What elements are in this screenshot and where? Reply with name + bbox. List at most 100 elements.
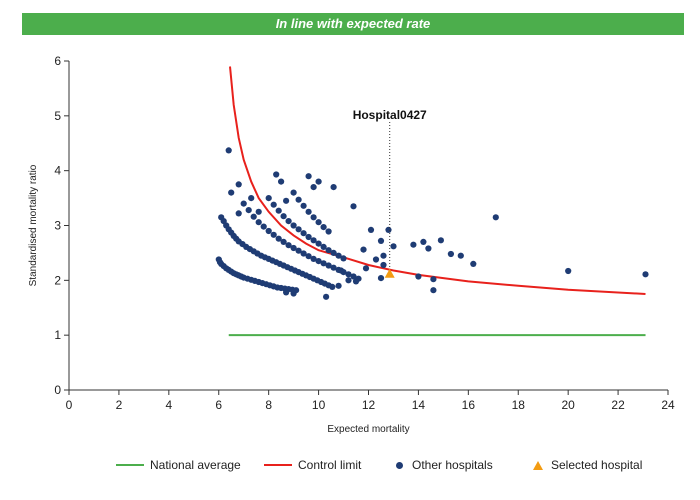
other-hospital-point xyxy=(235,181,242,188)
other-hospital-point xyxy=(305,173,312,180)
other-hospital-point xyxy=(300,230,307,237)
other-hospital-point xyxy=(305,233,312,241)
other-hospital-point xyxy=(295,196,302,203)
other-hospital-point xyxy=(285,218,292,225)
selected-hospital-swatch xyxy=(533,460,543,470)
other-hospital-point xyxy=(335,252,342,259)
other-hospital-point xyxy=(320,260,327,267)
other-hospital-point xyxy=(273,171,280,178)
other-hospital-point xyxy=(290,290,297,297)
other-hospitals-swatch xyxy=(396,461,403,469)
other-hospital-point xyxy=(337,267,345,274)
other-hospital-point xyxy=(283,289,290,296)
other-hospital-point xyxy=(310,237,317,244)
x-tick-label: 14 xyxy=(412,398,426,412)
other-hospital-point xyxy=(290,222,297,229)
other-hospital-point xyxy=(320,243,327,250)
other-hospital-point xyxy=(410,241,417,248)
annotation-group: Hospital0427 xyxy=(353,108,427,268)
other-hospital-point xyxy=(362,265,370,272)
y-tick-label: 5 xyxy=(54,109,61,123)
other-hospital-point xyxy=(250,213,257,220)
other-hospital-point xyxy=(255,208,262,215)
other-hospital-point xyxy=(260,223,267,230)
legend-item-other-hospitals[interactable]: Other hospitals xyxy=(392,458,493,472)
x-tick-label: 2 xyxy=(116,398,123,412)
other-hospital-point xyxy=(248,195,255,202)
x-tick-label: 18 xyxy=(512,398,526,412)
legend-item-control-limit[interactable]: Control limit xyxy=(264,458,361,472)
other-hospital-point xyxy=(270,231,277,238)
x-axis-title: Expected mortality xyxy=(327,424,409,435)
other-hospital-point xyxy=(275,207,282,214)
other-hospital-point xyxy=(305,208,312,215)
other-hospital-point xyxy=(315,219,322,226)
other-hospital-point xyxy=(310,214,317,221)
y-tick-label: 2 xyxy=(54,273,61,287)
legend-item-national-average[interactable]: National average xyxy=(116,458,241,472)
other-hospital-point xyxy=(330,184,337,191)
other-hospital-point xyxy=(335,282,342,289)
other-hospital-point xyxy=(360,246,367,253)
other-hospital-point xyxy=(310,184,317,191)
legend-item-selected-hospital[interactable]: Selected hospital xyxy=(530,458,642,472)
other-hospital-point xyxy=(255,219,262,226)
other-hospitals-series xyxy=(215,147,649,300)
other-hospital-point xyxy=(390,243,397,250)
legend-label-other-hospitals: Other hospitals xyxy=(412,458,493,472)
other-hospital-point xyxy=(377,237,385,244)
other-hospital-point xyxy=(245,207,252,214)
x-tick-label: 12 xyxy=(362,398,376,412)
x-tick-label: 16 xyxy=(462,398,476,412)
other-hospital-point xyxy=(323,293,330,300)
other-hospital-point xyxy=(492,214,499,221)
other-hospital-point xyxy=(270,201,277,208)
other-hospital-point xyxy=(642,271,649,278)
y-tick-label: 3 xyxy=(54,219,61,233)
x-tick-label: 10 xyxy=(312,398,326,412)
other-hospital-point xyxy=(265,227,272,235)
other-hospital-point xyxy=(325,228,332,235)
y-tick-label: 6 xyxy=(54,54,61,68)
other-hospital-point xyxy=(367,226,375,233)
other-hospital-point xyxy=(285,242,292,249)
x-tick-label: 6 xyxy=(215,398,222,412)
other-hospital-point xyxy=(372,256,380,263)
y-axis-title: Standardised mortality ratio xyxy=(28,164,39,286)
other-hospital-point xyxy=(470,260,477,267)
other-hospital-point xyxy=(278,178,285,185)
legend: National average Control limit Other hos… xyxy=(0,458,700,480)
other-hospital-point xyxy=(565,267,572,275)
other-hospital-point xyxy=(380,252,387,259)
other-hospital-point xyxy=(225,147,232,154)
other-hospital-point xyxy=(385,226,392,233)
legend-label-control-limit: Control limit xyxy=(298,458,362,472)
legend-label-national-average: National average xyxy=(150,458,241,472)
other-hospital-point xyxy=(437,237,444,244)
other-hospital-point xyxy=(305,253,312,260)
control-limit-series xyxy=(229,66,646,295)
other-hospital-point xyxy=(280,213,287,220)
other-hospital-point xyxy=(310,255,317,262)
other-hospital-point xyxy=(377,275,385,282)
x-tick-label: 4 xyxy=(165,398,172,412)
x-tick-label: 22 xyxy=(611,398,625,412)
control-limit-swatch xyxy=(264,464,292,466)
other-hospital-point xyxy=(380,261,387,269)
selected-hospital-series xyxy=(384,268,395,278)
other-hospital-point xyxy=(340,255,347,262)
other-hospital-point xyxy=(265,195,272,202)
other-hospital-point xyxy=(430,287,437,294)
y-tick-label: 4 xyxy=(54,164,61,178)
x-tick-label: 0 xyxy=(66,398,73,412)
other-hospital-point xyxy=(290,244,297,252)
annotation-label: Hospital0427 xyxy=(353,108,427,122)
national-average-swatch xyxy=(116,464,144,466)
other-hospital-point xyxy=(329,283,336,290)
other-hospital-point xyxy=(415,273,422,280)
other-hospital-point xyxy=(228,189,235,196)
other-hospital-point xyxy=(300,202,307,209)
x-tick-label: 8 xyxy=(265,398,272,412)
